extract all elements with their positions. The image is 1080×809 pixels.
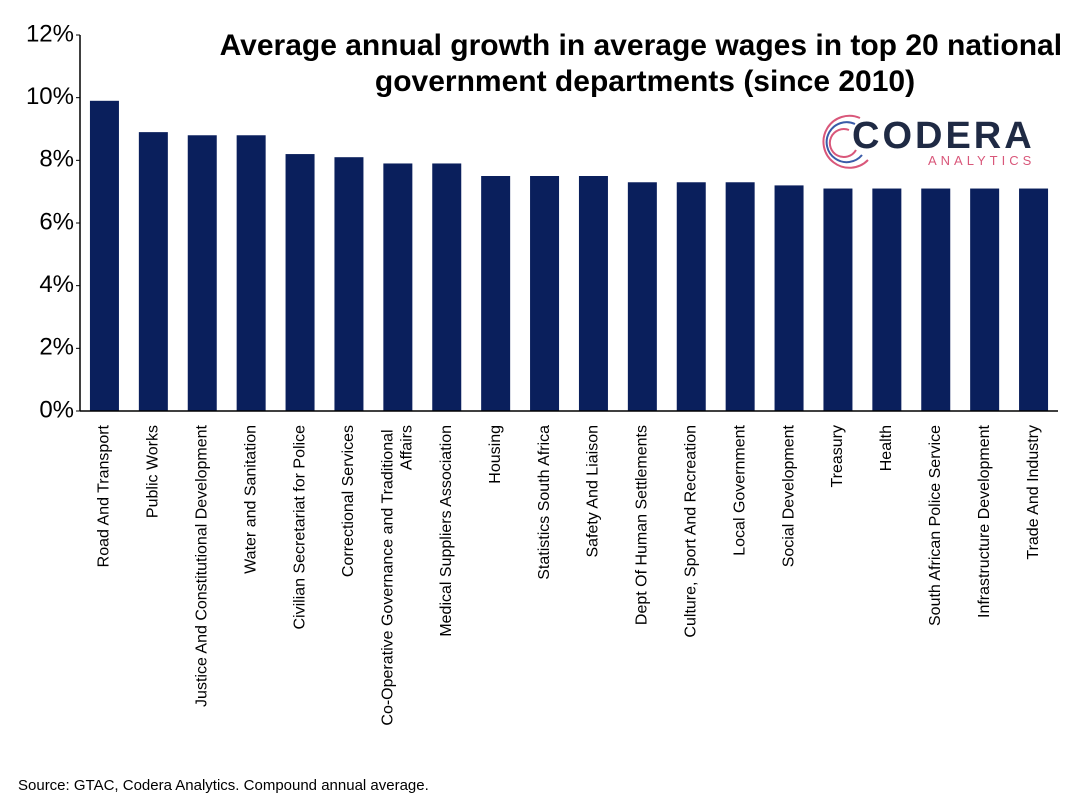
source-note: Source: GTAC, Codera Analytics. Compound…: [18, 777, 429, 794]
x-tick-label: South African Police Service: [927, 425, 944, 626]
x-tick-label: Infrastructure Development: [976, 424, 993, 618]
bar: [187, 135, 217, 411]
bar: [725, 182, 755, 411]
bar: [89, 100, 119, 412]
y-tick-label: 10%: [26, 83, 74, 110]
bar: [138, 132, 168, 411]
x-tick-label: Housing: [487, 425, 504, 484]
x-tick-label: Culture, Sport And Recreation: [682, 425, 699, 638]
y-tick-label: 4%: [39, 271, 74, 298]
x-tick-label: Statistics South Africa: [536, 425, 553, 580]
logo-name: CODERA: [852, 115, 1035, 157]
x-tick-label: Justice And Constitutional Development: [193, 424, 210, 706]
bar: [285, 154, 315, 412]
x-tick-label: Road And Transport: [96, 424, 113, 567]
y-tick-label: 12%: [26, 20, 74, 47]
chart-title: Average annual growth in average wages i…: [220, 29, 1071, 98]
x-tick-label: Dept Of Human Settlements: [634, 425, 651, 625]
x-tick-label: Social Development: [780, 424, 797, 567]
x-tick-label: Water and Sanitation: [242, 425, 259, 574]
bar: [627, 182, 657, 411]
bar: [578, 176, 608, 411]
y-tick-label: 6%: [39, 208, 74, 235]
bar: [236, 135, 266, 411]
y-tick-label: 0%: [39, 396, 74, 423]
x-tick-label: Co-Operative Governance and Traditional …: [380, 425, 416, 726]
x-tick-label: Health: [878, 425, 895, 471]
x-tick-label: Civilian Secretariat for Police: [291, 425, 308, 630]
bar: [774, 185, 804, 411]
x-tick-label: Local Government: [731, 424, 748, 555]
bar: [530, 176, 560, 411]
bar: [383, 163, 413, 411]
y-tick-label: 8%: [39, 146, 74, 173]
x-tick-label: Public Works: [145, 425, 162, 518]
x-tick-label: Safety And Liaison: [585, 425, 602, 558]
bar: [334, 157, 364, 411]
x-tick-label: Correctional Services: [340, 425, 357, 577]
x-tick-label: Treasury: [829, 425, 846, 488]
x-tick-label: Medical Suppliers Association: [438, 425, 455, 637]
bar: [872, 188, 902, 411]
bar: [921, 188, 951, 411]
x-tick-label: Trade And Industry: [1025, 425, 1042, 560]
bar: [823, 188, 853, 411]
bar: [970, 188, 1000, 411]
bar: [1019, 188, 1049, 411]
logo-mark: [822, 114, 869, 169]
bar: [432, 163, 462, 411]
bar: [676, 182, 706, 411]
logo-tagline: ANALYTICS: [928, 153, 1035, 168]
y-tick-label: 2%: [39, 334, 74, 361]
bar: [481, 176, 511, 411]
